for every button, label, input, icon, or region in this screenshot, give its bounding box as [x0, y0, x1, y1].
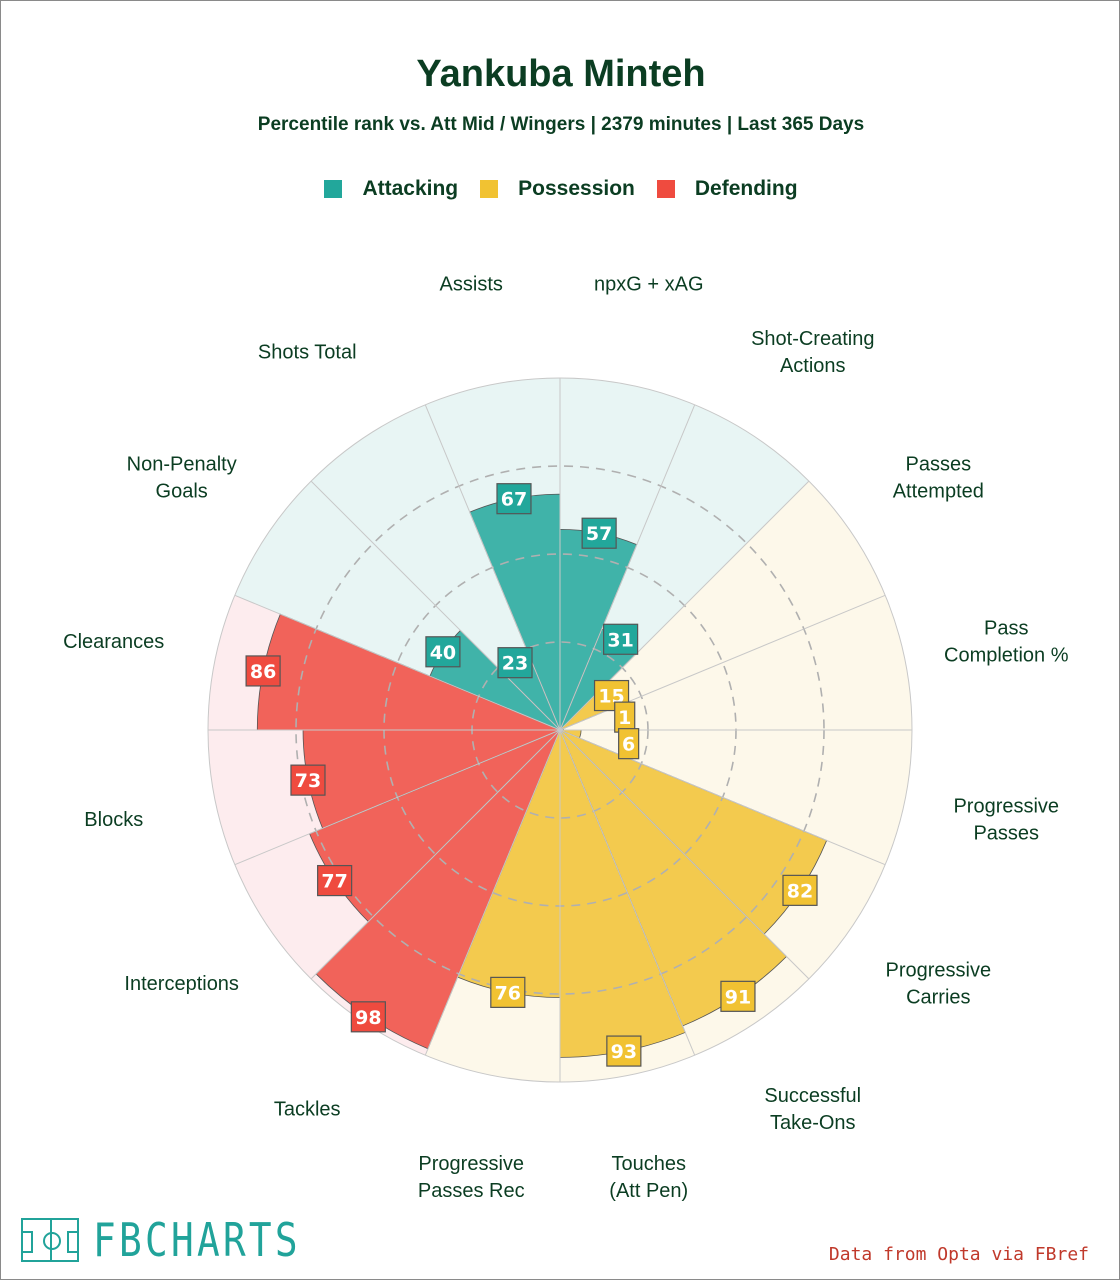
- category-label-successful-take-ons: Successful Take-Ons: [764, 1085, 861, 1134]
- fbcharts-logo: FBCHARTS: [21, 1217, 347, 1263]
- legend-label-attacking: Attacking: [362, 177, 459, 200]
- legend: Attacking Possession Defending: [1, 177, 1119, 201]
- pitch-icon: [21, 1218, 79, 1262]
- spoke: [559, 729, 886, 866]
- value-label-progressive-passes-rec: 76: [495, 982, 521, 1004]
- value-box-successful-take-ons: [720, 980, 756, 1012]
- category-label-shots-total: Shots Total: [258, 342, 357, 364]
- category-label-shot-creating-actions: Shot-Creating Actions: [751, 328, 874, 377]
- category-label-npxg-xag: npxG + xAG: [594, 274, 704, 296]
- value-box-non-penalty-goals: [425, 636, 461, 668]
- category-label-tackles: Tackles: [274, 1098, 341, 1120]
- sector-bg-passes-attempted: [560, 481, 886, 730]
- value-label-clearances: 86: [250, 661, 276, 683]
- value-label-pass-completion: 1: [618, 707, 631, 729]
- category-label-progressive-passes: Progressive Passes: [953, 795, 1059, 844]
- value-box-clearances: [245, 655, 281, 687]
- legend-label-defending: Defending: [694, 177, 798, 200]
- brand-text: FBCHARTS: [93, 1213, 301, 1267]
- spoke: [310, 480, 561, 731]
- value-label-successful-take-ons: 91: [725, 986, 751, 1008]
- chart-subtitle: Percentile rank vs. Att Mid / Wingers | …: [257, 114, 865, 135]
- value-label-progressive-passes: 6: [622, 734, 635, 756]
- value-label-shot-creating-actions: 31: [607, 629, 633, 651]
- category-label-touches-att-pen: Touches (Att Pen): [609, 1153, 688, 1202]
- spoke: [424, 404, 561, 731]
- sector-bg-pass-completion: [560, 595, 912, 730]
- value-label-assists: 67: [501, 489, 527, 511]
- category-label-progressive-passes-rec: Progressive Passes Rec: [418, 1153, 525, 1202]
- value-label-npxg-xag: 57: [586, 523, 612, 545]
- category-label-clearances: Clearances: [63, 631, 164, 653]
- category-label-pass-completion: Pass Completion %: [944, 618, 1069, 667]
- category-label-assists: Assists: [440, 274, 503, 296]
- legend-label-possession: Possession: [518, 177, 635, 200]
- value-label-tackles: 98: [355, 1007, 381, 1029]
- legend-swatch-defending: [656, 180, 675, 198]
- value-box-shots-total: [497, 647, 533, 679]
- value-label-interceptions: 77: [321, 871, 347, 893]
- spoke: [559, 404, 696, 731]
- spoke: [559, 729, 696, 1056]
- value-box-assists: [496, 483, 532, 515]
- value-label-progressive-carries: 82: [787, 880, 813, 902]
- sector-bg-progressive-passes: [560, 730, 912, 865]
- category-label-passes-attempted: Passes Attempted: [893, 454, 984, 503]
- value-box-shot-creating-actions: [603, 623, 639, 655]
- legend-swatch-possession: [480, 180, 499, 198]
- legend-item-defending: Defending: [656, 177, 798, 201]
- category-label-non-penalty-goals: Non-Penalty Goals: [127, 454, 237, 503]
- category-label-interceptions: Interceptions: [124, 973, 239, 995]
- category-label-progressive-carries: Progressive Carries: [886, 959, 992, 1008]
- value-box-interceptions: [317, 864, 353, 897]
- spoke: [234, 594, 561, 731]
- value-box-blocks: [290, 764, 326, 796]
- value-label-blocks: 73: [295, 770, 321, 792]
- value-box-touches-att-pen: [606, 1035, 642, 1067]
- legend-swatch-attacking: [324, 180, 343, 198]
- spoke: [310, 729, 561, 980]
- value-box-tackles: [350, 1001, 386, 1033]
- data-source: Data from Opta via FBref: [828, 1244, 1089, 1265]
- value-label-non-penalty-goals: 40: [430, 642, 456, 664]
- chart-title: Yankuba Minteh: [416, 53, 706, 95]
- legend-item-possession: Possession: [480, 177, 635, 201]
- legend-item-attacking: Attacking: [324, 177, 458, 201]
- spoke: [234, 729, 561, 866]
- value-label-touches-att-pen: 93: [611, 1041, 637, 1063]
- value-box-progressive-passes-rec: [490, 976, 526, 1008]
- spoke: [424, 729, 561, 1056]
- spoke: [559, 729, 810, 980]
- value-box-progressive-passes: [618, 728, 640, 760]
- category-label-blocks: Blocks: [84, 809, 143, 831]
- value-box-progressive-carries: [782, 874, 818, 906]
- value-box-npxg-xag: [581, 517, 617, 549]
- value-label-shots-total: 23: [502, 653, 528, 675]
